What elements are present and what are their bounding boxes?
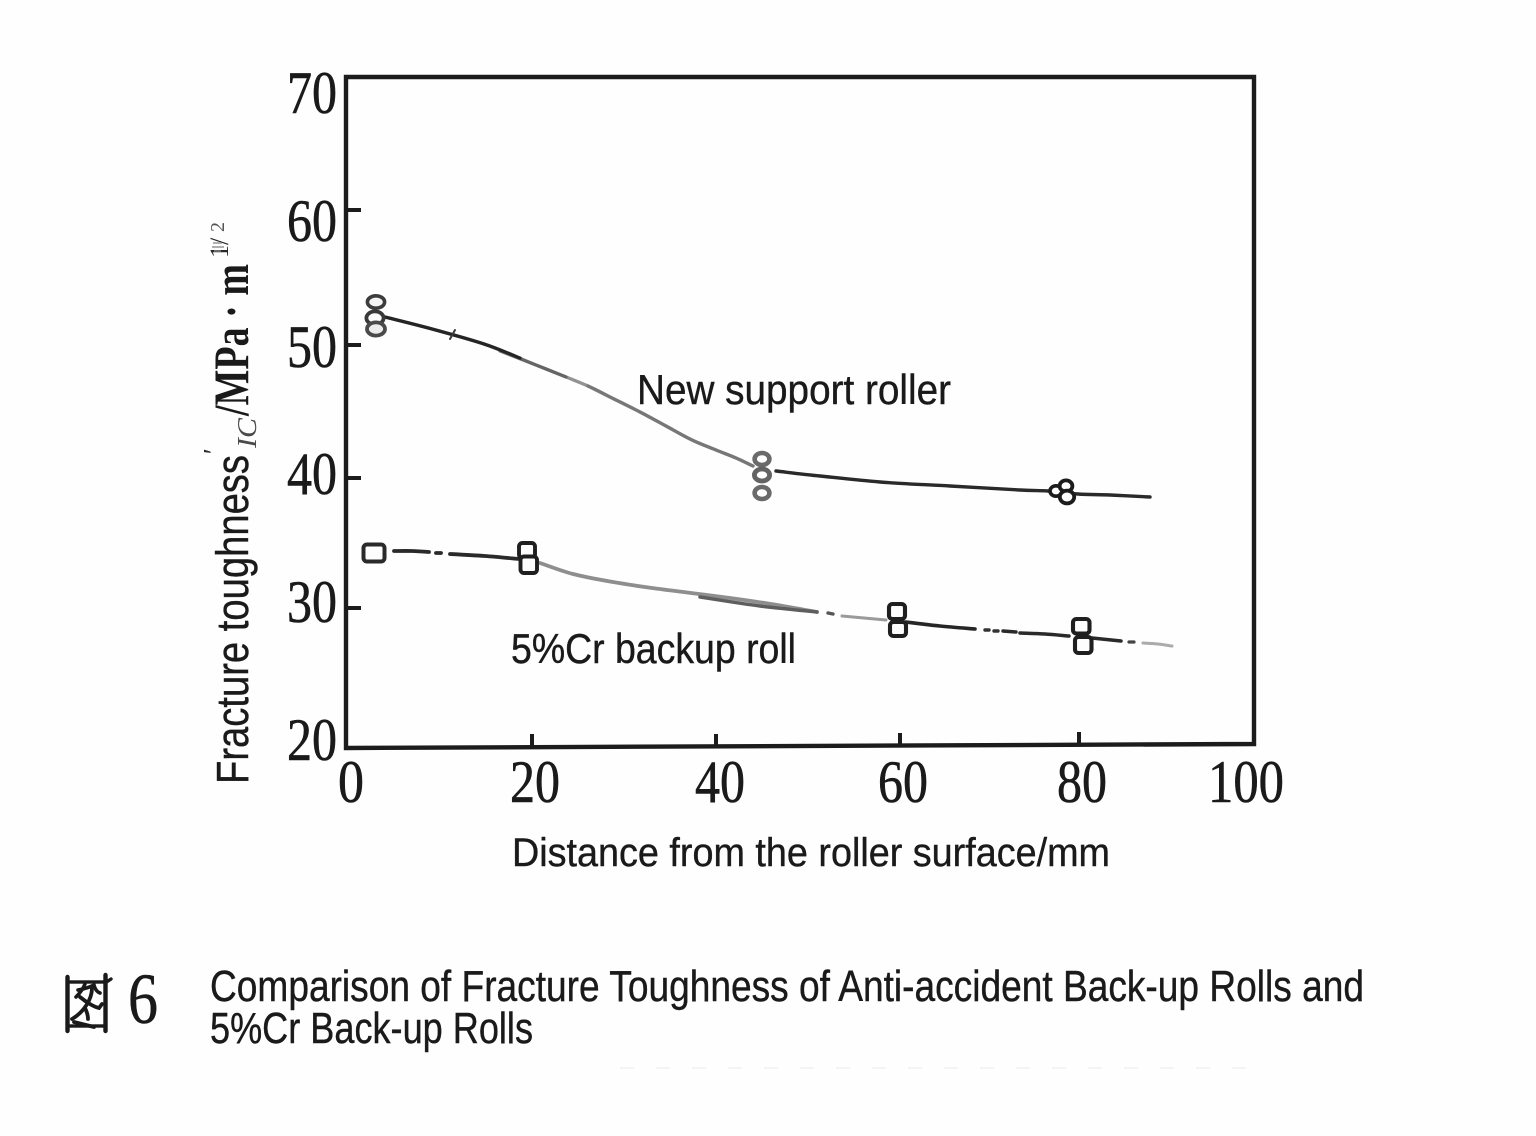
svg-text:0: 0 — [338, 749, 364, 815]
svg-text:5%Cr Back-up Rolls: 5%Cr Back-up Rolls — [210, 1004, 533, 1053]
svg-text:20: 20 — [287, 707, 337, 773]
svg-text:6: 6 — [128, 959, 158, 1039]
svg-text:2: 2 — [207, 222, 229, 232]
svg-text:40: 40 — [695, 749, 745, 815]
svg-text:60: 60 — [287, 188, 337, 254]
svg-text:20: 20 — [510, 749, 560, 815]
svg-text:70: 70 — [287, 60, 337, 126]
svg-text:30: 30 — [287, 569, 337, 635]
svg-text:IC: IC — [232, 417, 262, 449]
svg-text:/MPa · m: /MPa · m — [203, 264, 259, 417]
svg-text:′: ′ — [198, 449, 228, 454]
svg-text:50: 50 — [287, 314, 337, 380]
svg-text:80: 80 — [1057, 749, 1107, 815]
svg-text:5%Cr backup roll: 5%Cr backup roll — [511, 625, 796, 672]
svg-text:60: 60 — [878, 749, 928, 815]
svg-text:40: 40 — [287, 441, 337, 507]
svg-text:New support roller: New support roller — [637, 366, 951, 413]
svg-text:100: 100 — [1208, 749, 1284, 815]
svg-text:Distance from the roller surfa: Distance from the roller surface/mm — [512, 831, 1110, 875]
svg-text:Fracture toughness: Fracture toughness — [207, 455, 258, 784]
svg-text:Comparison of Fracture Toughne: Comparison of Fracture Toughness of Anti… — [210, 962, 1364, 1011]
